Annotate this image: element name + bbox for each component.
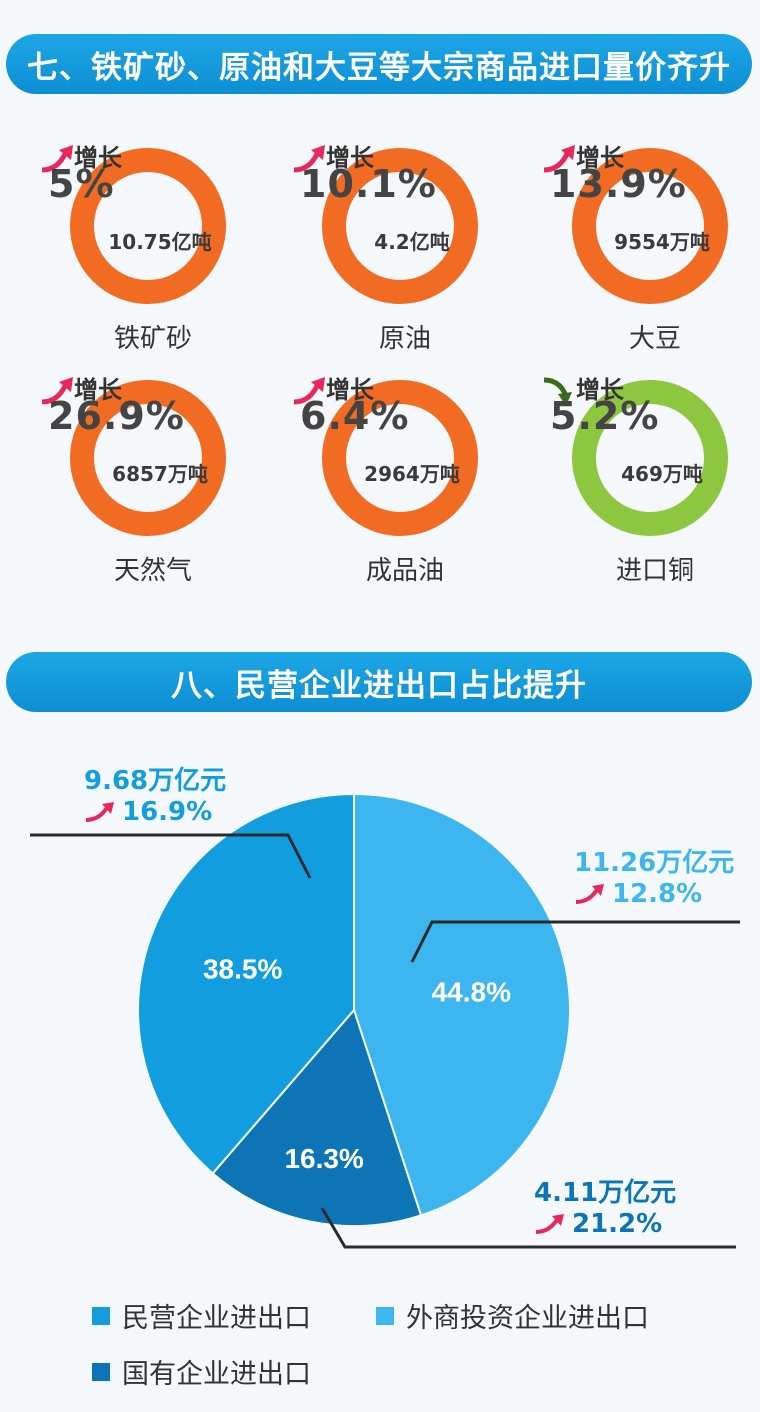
- donut-ring-mark: [70, 148, 226, 304]
- legend-swatch-private: [92, 1306, 110, 1325]
- section8-title-banner: 八、民营企业进出口占比提升: [6, 652, 752, 712]
- commodity-name: 天然气: [113, 556, 192, 586]
- commodity-tile: 增长 13.9% 9554万吨大豆: [540, 138, 760, 368]
- legend-label-foreign: 外商投资企业进出口: [406, 1303, 649, 1334]
- donut-ring-mark: [572, 380, 728, 536]
- change-label: 增长: [576, 376, 624, 404]
- commodity-tile: 增长 26.9% 6857万吨天然气: [38, 370, 268, 600]
- legend-swatch-foreign: [376, 1306, 394, 1325]
- legend-item-foreign: 外商投资企业进出口: [376, 1296, 649, 1335]
- donut-ring: [70, 148, 226, 304]
- change-percent: 5%: [48, 162, 115, 206]
- up-arrow-icon: [41, 145, 73, 173]
- pie-slice-label: 44.8%: [432, 976, 511, 1007]
- change-label: 增长: [74, 144, 122, 172]
- import-amount: 2964万吨: [364, 462, 460, 486]
- ownership-pie-chart: 44.8% 16.3% 38.5%: [30, 792, 740, 1249]
- commodity-name: 原油: [378, 324, 431, 354]
- donut-ring-mark: [322, 380, 478, 536]
- donut-ring-mark: [572, 148, 728, 304]
- commodity-tile: 增长 5% 10.75亿吨铁矿砂: [38, 138, 268, 368]
- up-arrow-icon: [543, 145, 575, 173]
- commodity-name: 进口铜: [615, 556, 694, 586]
- section8-title: 八、民营企业进出口占比提升: [171, 667, 587, 704]
- up-arrow-icon: [575, 884, 604, 904]
- commodity-name: 成品油: [365, 556, 444, 586]
- legend-label-private: 民营企业进出口: [122, 1303, 311, 1334]
- commodity-tile: 增长 6.4% 2964万吨成品油: [290, 370, 520, 600]
- up-arrow-icon: [85, 802, 114, 822]
- callout-private: 9.68万亿元 16.9%: [84, 760, 226, 827]
- change-percent: 6.4%: [300, 394, 410, 438]
- section7-title-banner: 七、铁矿砂、原油和大豆等大宗商品进口量价齐升: [6, 34, 752, 94]
- change-percent: 26.9%: [48, 394, 185, 438]
- donut-ring: [70, 380, 226, 536]
- import-amount: 6857万吨: [112, 462, 208, 486]
- leader-line-private: [30, 833, 312, 879]
- callout-state-growth: 21.2%: [572, 1209, 663, 1239]
- donut-ring: [322, 380, 478, 536]
- leader-line-state: [320, 1207, 736, 1249]
- import-amount: 469万吨: [621, 462, 703, 486]
- down-arrow-icon: [543, 377, 572, 406]
- commodity-tile: 增长 10.1% 4.2亿吨原油: [290, 138, 520, 368]
- pie-slice: [137, 792, 355, 1175]
- legend-label-state: 国有企业进出口: [122, 1359, 311, 1390]
- change-percent: 10.1%: [300, 162, 437, 206]
- pie-slice: [353, 792, 571, 1217]
- pie-slice-label: 38.5%: [203, 954, 282, 985]
- leader-line-foreign: [410, 920, 740, 963]
- legend-item-state: 国有企业进出口: [92, 1352, 311, 1391]
- section7-title: 七、铁矿砂、原油和大豆等大宗商品进口量价齐升: [27, 49, 731, 86]
- donut-ring: [322, 148, 478, 304]
- change-label: 增长: [326, 144, 374, 172]
- callout-foreign-amount: 11.26万亿元: [574, 848, 735, 878]
- callout-foreign: 11.26万亿元 12.8%: [574, 842, 734, 909]
- up-arrow-icon: [293, 377, 325, 405]
- legend-swatch-state: [92, 1362, 110, 1381]
- change-label: 增长: [74, 376, 122, 404]
- up-arrow-icon: [293, 145, 325, 173]
- callout-private-amount: 9.68万亿元: [84, 766, 227, 796]
- donut-ring: [572, 380, 728, 536]
- donut-ring-mark: [70, 380, 226, 536]
- commodity-name: 大豆: [628, 324, 681, 354]
- change-label: 增长: [576, 144, 624, 172]
- pie-slice: [211, 1008, 423, 1227]
- import-amount: 4.2亿吨: [374, 230, 450, 254]
- callout-private-growth: 16.9%: [122, 797, 213, 827]
- change-label: 增长: [326, 376, 374, 404]
- donut-ring-mark: [322, 148, 478, 304]
- pie-slice-label: 16.3%: [284, 1143, 363, 1174]
- callout-foreign-growth: 12.8%: [612, 879, 703, 909]
- commodity-tile: 增长 5.2% 469万吨进口铜: [540, 370, 760, 600]
- up-arrow-icon: [535, 1214, 564, 1234]
- change-percent: 5.2%: [550, 394, 660, 438]
- change-percent: 13.9%: [550, 162, 687, 206]
- up-arrow-icon: [41, 377, 73, 405]
- commodity-name: 铁矿砂: [113, 324, 192, 354]
- import-amount: 9554万吨: [614, 230, 710, 254]
- legend-item-private: 民营企业进出口: [92, 1296, 311, 1335]
- import-amount: 10.75亿吨: [108, 230, 212, 254]
- callout-state: 4.11万亿元 21.2%: [534, 1172, 676, 1239]
- callout-state-amount: 4.11万亿元: [534, 1178, 677, 1208]
- donut-ring: [572, 148, 728, 304]
